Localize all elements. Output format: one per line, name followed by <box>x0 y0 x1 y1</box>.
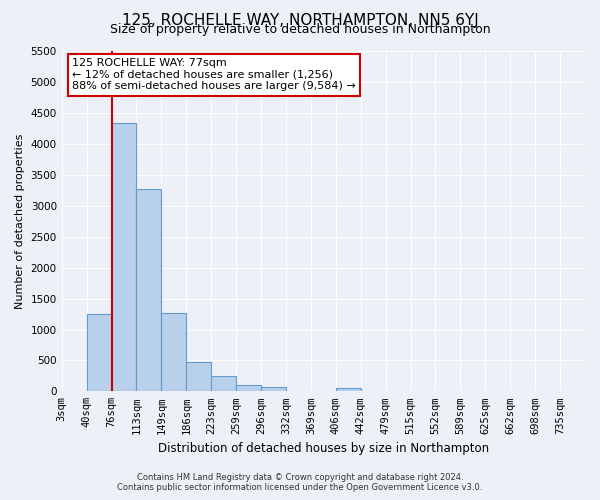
Text: Size of property relative to detached houses in Northampton: Size of property relative to detached ho… <box>110 22 490 36</box>
Bar <box>336 388 361 392</box>
Bar <box>86 314 112 392</box>
Bar <box>161 313 186 392</box>
Text: 125 ROCHELLE WAY: 77sqm
← 12% of detached houses are smaller (1,256)
88% of semi: 125 ROCHELLE WAY: 77sqm ← 12% of detache… <box>72 58 356 92</box>
Bar <box>236 385 261 392</box>
Bar <box>186 362 211 392</box>
Text: 125, ROCHELLE WAY, NORTHAMPTON, NN5 6YJ: 125, ROCHELLE WAY, NORTHAMPTON, NN5 6YJ <box>122 12 478 28</box>
Bar <box>261 387 286 392</box>
Y-axis label: Number of detached properties: Number of detached properties <box>15 134 25 309</box>
Bar <box>211 376 236 392</box>
Bar <box>136 188 161 392</box>
Bar <box>112 122 136 392</box>
Text: Contains HM Land Registry data © Crown copyright and database right 2024.
Contai: Contains HM Land Registry data © Crown c… <box>118 473 482 492</box>
X-axis label: Distribution of detached houses by size in Northampton: Distribution of detached houses by size … <box>158 442 489 455</box>
